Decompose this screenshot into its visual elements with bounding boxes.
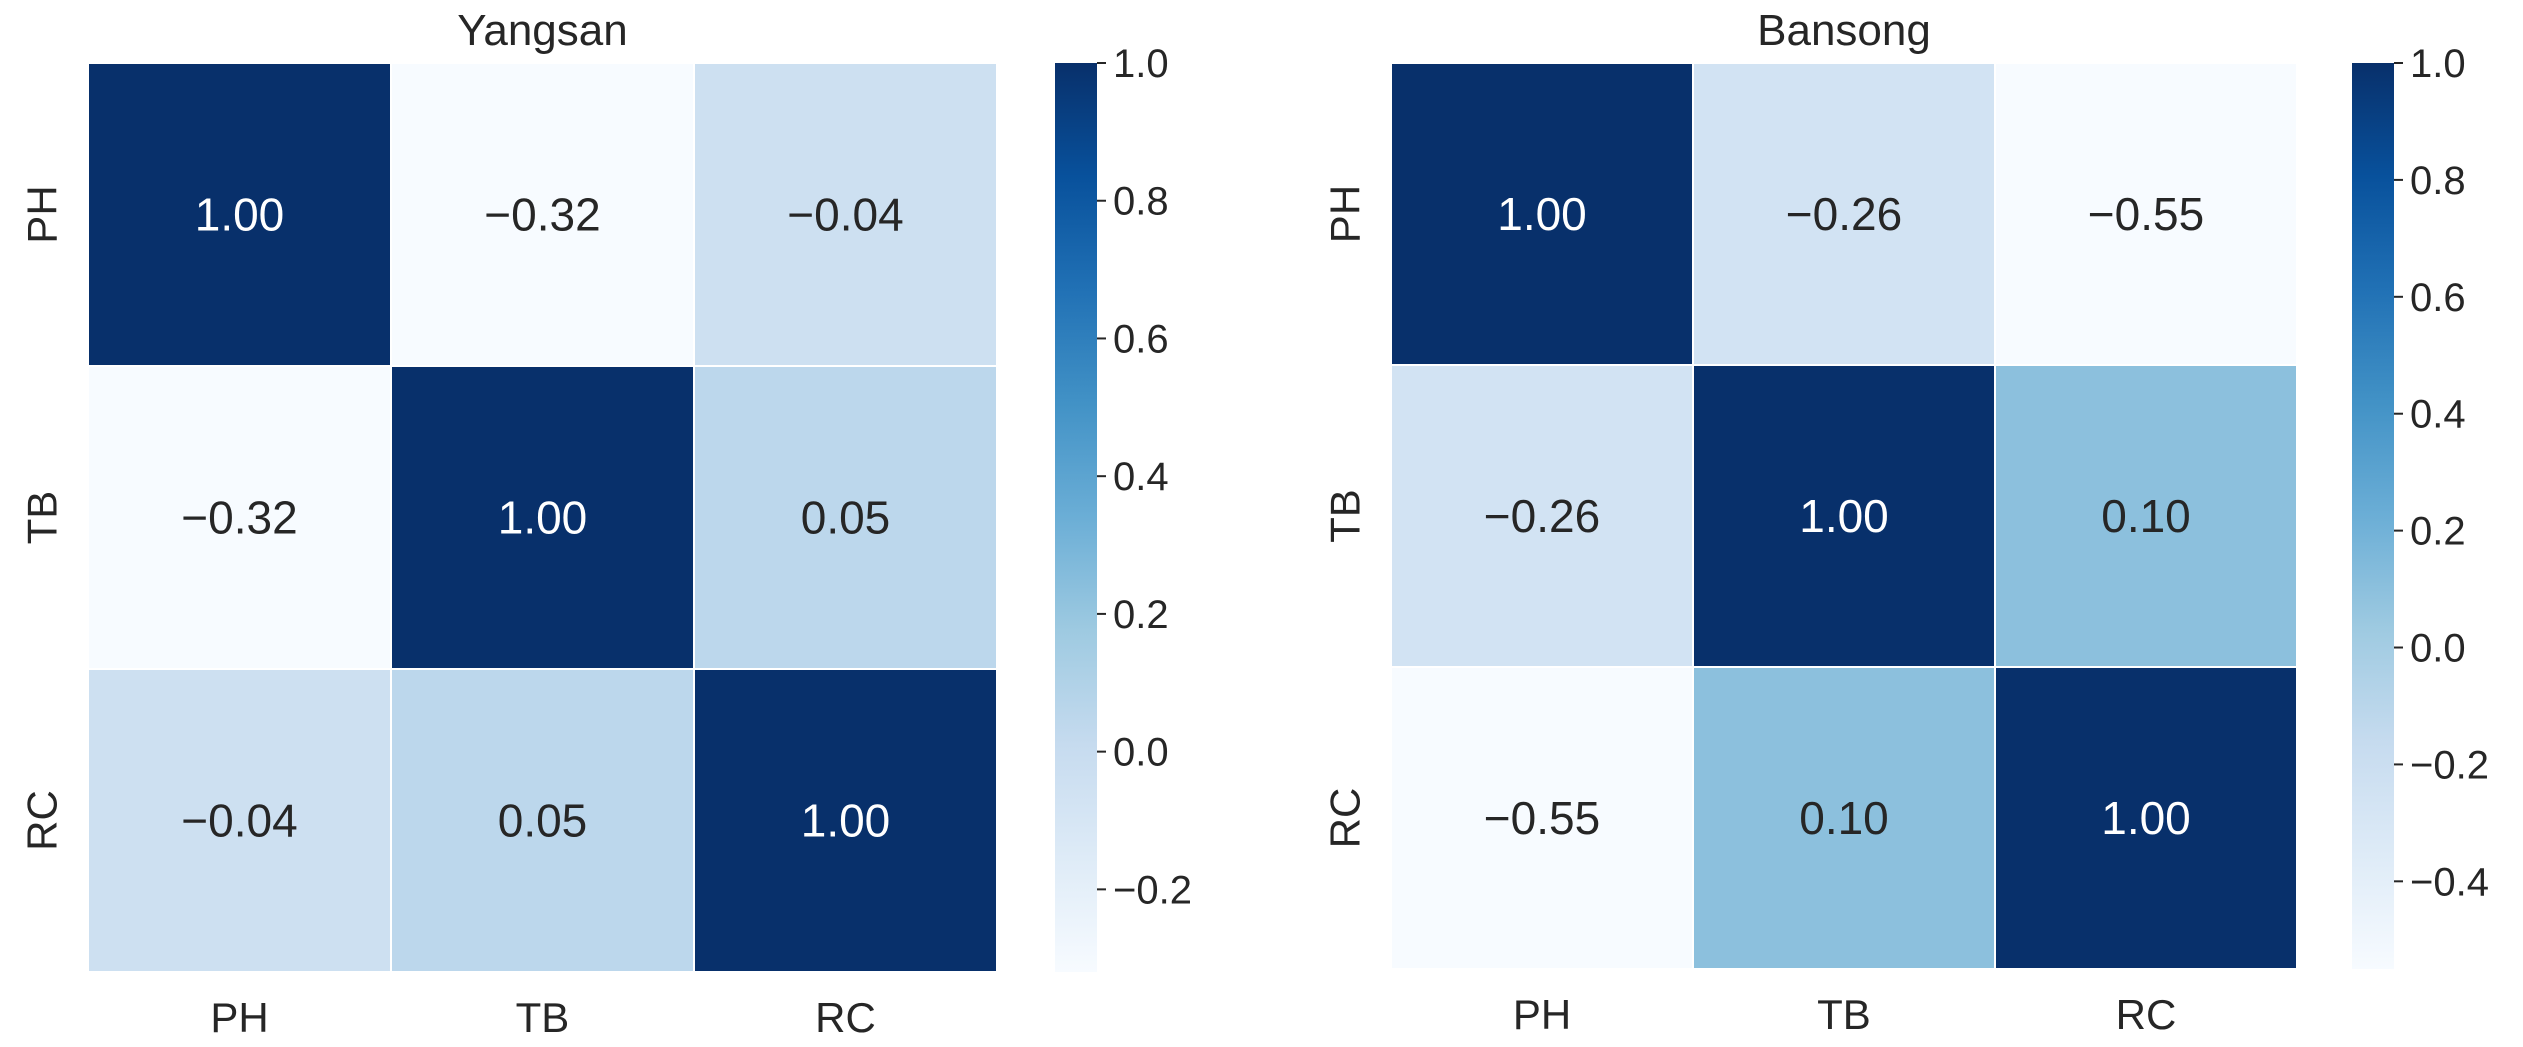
colorbar-tick-label: 0.6 (1113, 317, 1169, 361)
heatmap-cell (1994, 666, 2298, 970)
cell-value-label: 1.00 (2101, 792, 2191, 844)
cell-value-label: 0.10 (2101, 490, 2191, 542)
heatmap-cell (1994, 364, 2298, 668)
heatmap-cell (1692, 62, 1996, 366)
colorbar (1055, 63, 1097, 972)
heatmap-cell (1994, 62, 2298, 366)
y-tick-label: PH (19, 185, 66, 243)
x-tick-label: TB (1817, 991, 1871, 1038)
x-tick-label: RC (2116, 991, 2177, 1038)
heatmap-cell (87, 668, 392, 973)
heatmap-cell (1390, 62, 1694, 366)
heatmap-cell (390, 668, 695, 973)
y-tick-label: TB (1322, 489, 1369, 543)
cell-value-label: 1.00 (1497, 188, 1587, 240)
cell-value-label: −0.55 (2088, 188, 2204, 240)
x-tick-label: PH (210, 994, 268, 1041)
cell-value-label: 0.10 (1799, 792, 1889, 844)
colorbar-tick-label: 0.4 (1113, 455, 1169, 499)
heatmap-cell (1692, 364, 1996, 668)
y-tick-label: TB (19, 491, 66, 545)
cell-value-label: −0.04 (181, 795, 297, 847)
colorbar-tick-label: 0.8 (1113, 180, 1169, 224)
cell-value-label: 1.00 (498, 492, 588, 544)
cell-value-label: 1.00 (1799, 490, 1889, 542)
heatmap-cell (390, 365, 695, 670)
y-tick-label: RC (1322, 788, 1369, 849)
x-tick-label: RC (815, 994, 876, 1041)
heatmap-cell (1390, 666, 1694, 970)
cell-value-label: 0.05 (498, 795, 588, 847)
heatmap-cell (1692, 666, 1996, 970)
cell-value-label: −0.26 (1484, 490, 1600, 542)
colorbar-tick-label: 0.6 (2410, 276, 2466, 320)
heatmap-cell (693, 668, 998, 973)
cell-value-label: −0.32 (181, 492, 297, 544)
cell-value-label: 0.05 (801, 492, 891, 544)
colorbar (2352, 63, 2394, 969)
y-tick-label: PH (1322, 185, 1369, 243)
heatmap-cell (1390, 364, 1694, 668)
chart-title: Bansong (1757, 6, 1931, 55)
colorbar-tick-label: 0.2 (2410, 510, 2466, 554)
colorbar-tick-label: 0.0 (2410, 627, 2466, 671)
y-tick-label: RC (19, 790, 66, 851)
heatmap-panel-bansong: 1.00 −0.26 −0.55−0.26 1.00 0.10−0.55 0.10 1.00… (1322, 6, 2489, 1038)
cell-value-label: −0.55 (1484, 792, 1600, 844)
heatmap-cell (390, 62, 695, 367)
heatmap-cell (87, 365, 392, 670)
colorbar-tick-label: 0.8 (2410, 159, 2466, 203)
colorbar-tick-label: 0.0 (1113, 731, 1169, 775)
colorbar-tick-label: 0.2 (1113, 593, 1169, 637)
colorbar-tick-label: 1.0 (2410, 42, 2466, 86)
x-tick-label: PH (1513, 991, 1571, 1038)
x-tick-label: TB (516, 994, 570, 1041)
colorbar-tick-label: 1.0 (1113, 42, 1169, 86)
colorbar-tick-label: −0.2 (1113, 868, 1192, 912)
heatmap-cell (693, 365, 998, 670)
colorbar-tick-label: −0.2 (2410, 743, 2489, 787)
colorbar-tick-label: 0.4 (2410, 393, 2466, 437)
heatmap-cell (693, 62, 998, 367)
cell-value-label: −0.04 (787, 189, 903, 241)
cell-value-label: −0.32 (484, 189, 600, 241)
colorbar-tick-label: −0.4 (2410, 860, 2489, 904)
cell-value-label: −0.26 (1786, 188, 1902, 240)
cell-value-label: 1.00 (801, 795, 891, 847)
heatmap-panel-yangsan: 1.00 −0.32 −0.04−0.32 1.00 0.05−0.04 0.05 1.00… (19, 6, 1192, 1041)
cell-value-label: 1.00 (195, 189, 285, 241)
chart-title: Yangsan (457, 6, 627, 55)
heatmap-cell (87, 62, 392, 367)
